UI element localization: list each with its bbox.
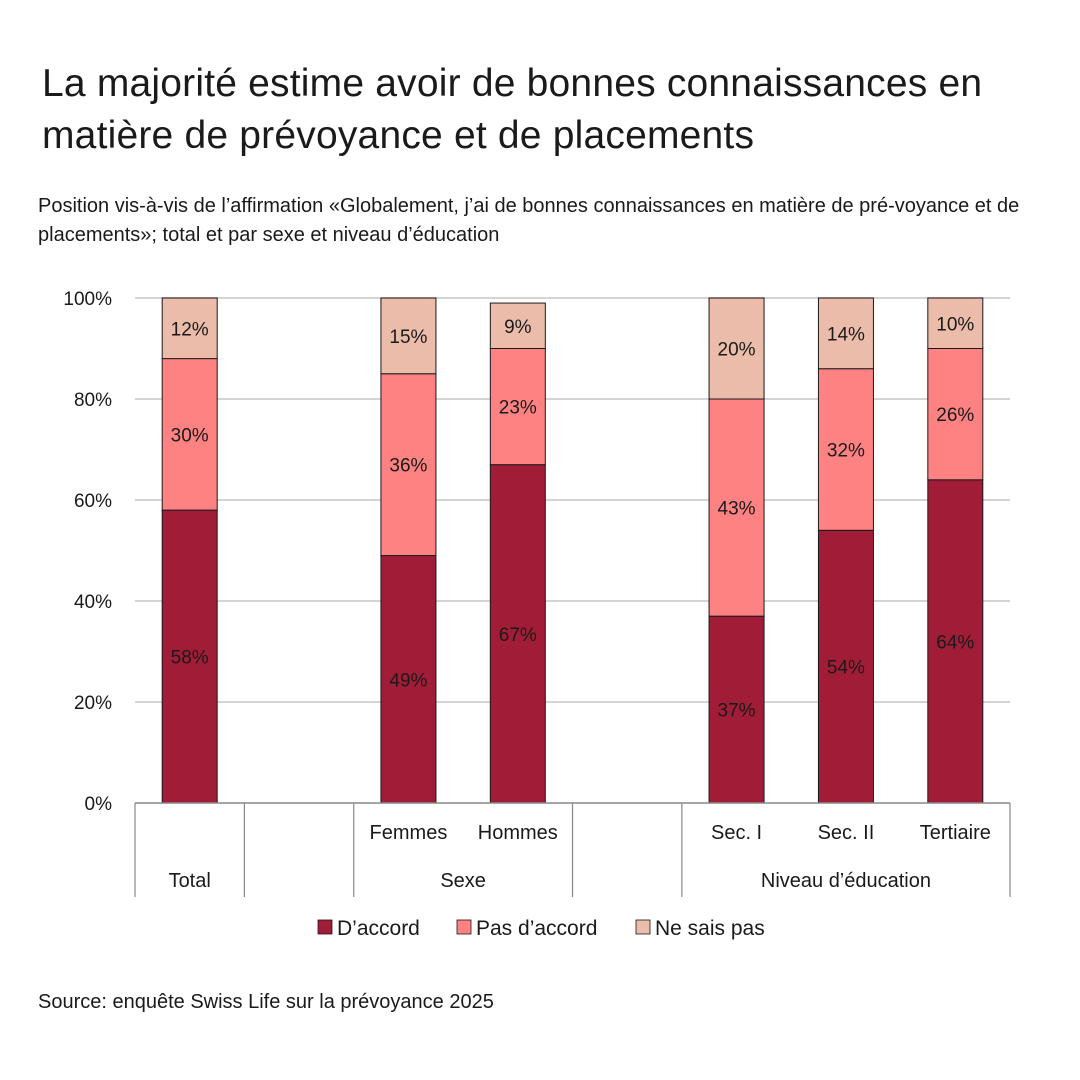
bar-segment: [817, 297, 874, 370]
chart-title: La majorité estime avoir de bonnes conna…: [42, 62, 983, 157]
category-label: Sec. I: [711, 822, 762, 844]
bar-segment: [489, 302, 546, 349]
bar-segment: [708, 615, 765, 804]
data-label: 67%: [499, 625, 537, 646]
category-label: Sec. II: [818, 822, 875, 844]
legend-label: D’accord: [337, 917, 420, 940]
data-label: 12%: [171, 319, 209, 340]
y-tick-label: 60%: [74, 491, 112, 512]
data-label: 58%: [171, 648, 209, 669]
bar-segment: [380, 297, 437, 375]
data-label: 43%: [718, 499, 756, 520]
legend-swatch: [635, 919, 651, 935]
data-label: 54%: [827, 658, 865, 679]
data-label: 26%: [936, 405, 974, 426]
legend-label: Pas d’accord: [476, 917, 597, 940]
data-label: 15%: [389, 327, 427, 348]
data-label: 32%: [827, 441, 865, 462]
bar-segment: [489, 348, 546, 466]
stacked-bar-chart: 0% 20% 40% 60% 80% 100% 58% 30% 12% 49% 36% 15% 67% 2…: [63, 289, 1011, 940]
category-label: Tertiaire: [920, 822, 991, 844]
group-label: Niveau d’éducation: [761, 870, 931, 892]
bar-segment: [708, 297, 765, 400]
source-note: Source: enquête Swiss Life sur la prévoy…: [38, 991, 494, 1013]
bar-segment: [161, 358, 218, 511]
bar-segment: [927, 479, 984, 804]
y-tick-label: 40%: [74, 592, 112, 613]
data-label: 64%: [936, 632, 974, 653]
data-label: 9%: [504, 317, 532, 338]
bar-segment: [927, 297, 984, 349]
legend-swatch: [317, 919, 333, 935]
category-label: Femmes: [370, 822, 448, 844]
data-label: 20%: [718, 340, 756, 361]
chart-subtitle: Position vis-à-vis de l’affirmation «Glo…: [38, 195, 1020, 246]
data-label: 10%: [936, 314, 974, 335]
bar-segment: [708, 398, 765, 617]
bar-segment: [489, 464, 546, 804]
group-label: Total: [169, 870, 211, 892]
y-tick-label: 0%: [85, 794, 113, 815]
data-label: 36%: [389, 456, 427, 477]
data-label: 14%: [827, 324, 865, 345]
bar-segment: [817, 368, 874, 531]
bar-segment: [161, 297, 218, 360]
category-label: Hommes: [478, 822, 558, 844]
data-label: 23%: [499, 398, 537, 419]
legend-label: Ne sais pas: [655, 917, 765, 940]
legend-swatch: [456, 919, 472, 935]
y-tick-label: 80%: [74, 390, 112, 411]
y-tick-label: 100%: [63, 289, 112, 310]
bar-segment: [161, 509, 218, 804]
bar-segment: [817, 529, 874, 804]
bar-segment: [927, 348, 984, 481]
data-label: 37%: [718, 701, 756, 722]
y-tick-label: 20%: [74, 693, 112, 714]
data-label: 30%: [171, 425, 209, 446]
group-label: Sexe: [440, 870, 486, 892]
data-label: 49%: [389, 670, 427, 691]
